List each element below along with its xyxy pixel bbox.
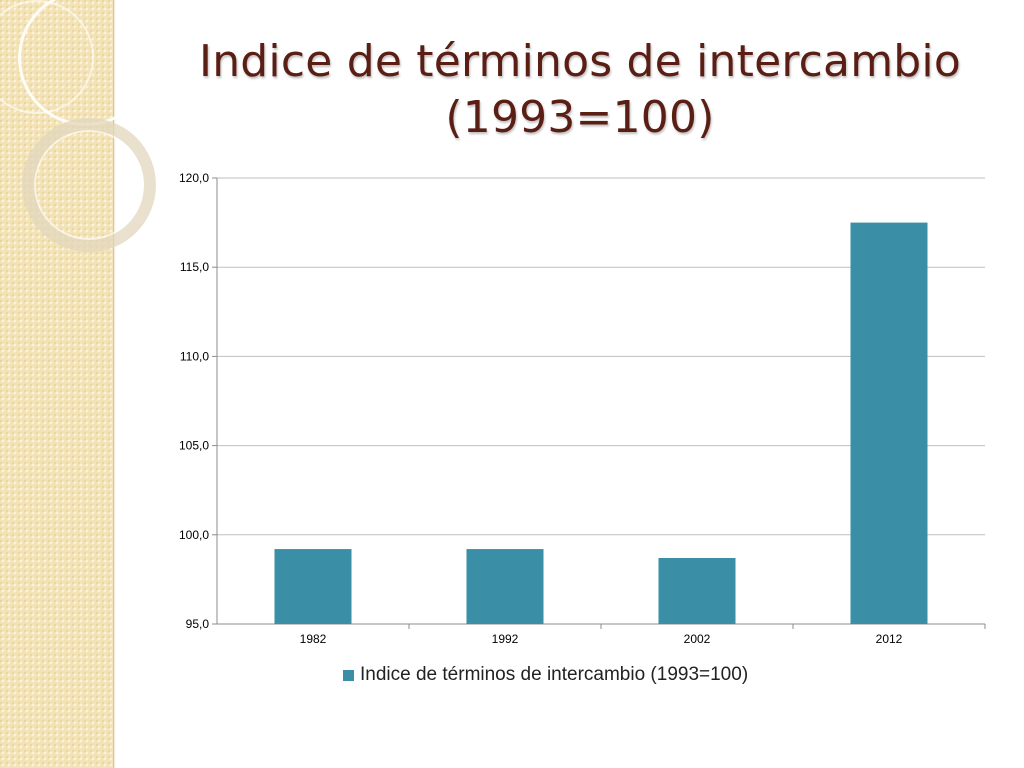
x-tick-label: 1982	[300, 632, 327, 646]
slide-title: Indice de términos de intercambio (1993=…	[140, 34, 1020, 146]
bar-1992	[466, 549, 544, 624]
legend-swatch	[343, 669, 354, 681]
decorative-ring	[0, 0, 94, 114]
bar-1982	[274, 549, 352, 624]
y-tick-label: 115,0	[180, 260, 209, 274]
y-tick-label: 105,0	[179, 439, 209, 453]
x-tick-label: 2012	[876, 632, 903, 646]
bar-2002	[658, 557, 736, 624]
y-tick-label: 110,0	[180, 349, 209, 363]
y-tick-label: 120,0	[179, 171, 209, 185]
slide-title-line-2: (1993=100)	[445, 92, 715, 143]
bar-2012	[850, 222, 928, 624]
legend-label: Indice de términos de intercambio (1993=…	[360, 664, 749, 685]
y-tick-label: 95,0	[186, 617, 210, 631]
strip-edge	[113, 0, 116, 768]
x-tick-label: 1992	[492, 632, 519, 646]
y-tick-label: 100,0	[179, 528, 209, 542]
slide-title-line-1: Indice de términos de intercambio	[199, 36, 961, 87]
chart-legend: Indice de términos de intercambio (1993=…	[343, 662, 748, 688]
x-tick-label: 2002	[684, 632, 711, 646]
